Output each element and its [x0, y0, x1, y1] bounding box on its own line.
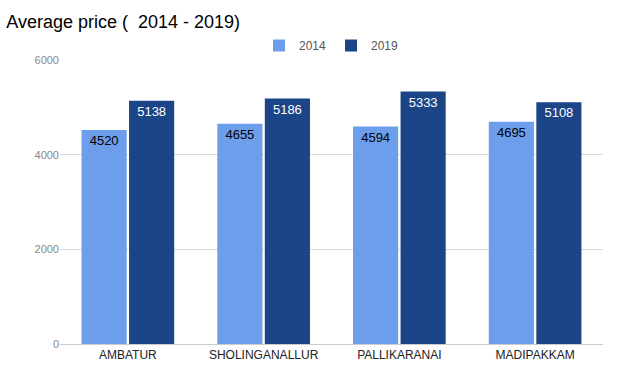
svg-text:PALLIKARANAI: PALLIKARANAI — [357, 348, 441, 362]
svg-text:0: 0 — [53, 338, 59, 350]
svg-text:SHOLINGANALLUR: SHOLINGANALLUR — [209, 348, 319, 362]
svg-text:5138: 5138 — [137, 104, 166, 119]
svg-text:4695: 4695 — [497, 125, 526, 140]
svg-text:2019: 2019 — [371, 39, 398, 53]
svg-text:5108: 5108 — [544, 105, 573, 120]
svg-text:4594: 4594 — [361, 130, 390, 145]
svg-text:6000: 6000 — [35, 54, 59, 66]
svg-text:2014: 2014 — [299, 39, 326, 53]
svg-text:4655: 4655 — [225, 127, 254, 142]
svg-text:AMBATUR: AMBATUR — [99, 348, 157, 362]
svg-text:5186: 5186 — [273, 102, 302, 117]
svg-text:Average price ( 2014 - 2019): Average price ( 2014 - 2019) — [6, 12, 240, 32]
svg-text:2000: 2000 — [35, 243, 59, 255]
svg-text:4000: 4000 — [35, 149, 59, 161]
svg-text:5333: 5333 — [409, 95, 438, 110]
svg-text:MADIPAKKAM: MADIPAKKAM — [496, 348, 575, 362]
svg-text:4520: 4520 — [90, 133, 119, 148]
